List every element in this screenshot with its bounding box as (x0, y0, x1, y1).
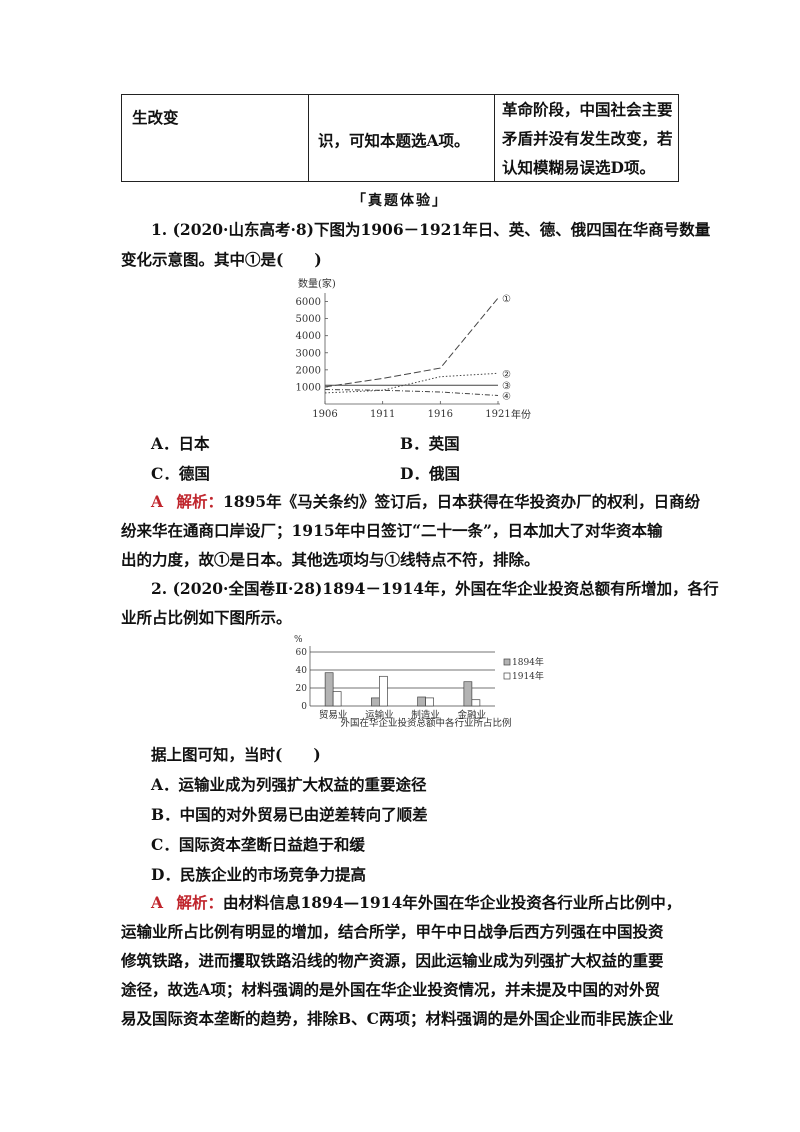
q1-analysis-line: 出的力度，故①是日本。其他选项均与①线特点不符，排除。 (121, 550, 540, 569)
chart1-series-4-label: ④ (502, 391, 511, 402)
chart1-series-4-line (324, 389, 499, 396)
q1-option-a: A．日本 (151, 434, 210, 453)
table-divider (308, 95, 309, 181)
q2-analysis-line: 途径，故选A项；材料强调的是外国在华企业投资情况，并未提及中国的对外贸 (121, 980, 661, 999)
chart2-bar (332, 691, 342, 707)
table-cell-col1: 生改变 (132, 108, 179, 127)
q1-option-d: D．俄国 (400, 464, 460, 483)
chart1-y-tick-label: 2000 (296, 365, 321, 376)
section-title: 「真题体验」 (352, 193, 448, 209)
chart2-y-tick-label: 40 (296, 666, 308, 676)
chart1-y-tick-label: 4000 (296, 331, 321, 342)
chart1-series-3-label: ③ (502, 381, 511, 392)
q1-option-b: B．英国 (400, 434, 460, 453)
chart2-ylabel: % (294, 635, 303, 645)
table-cell-col2: 识，可知本题选A项。 (318, 131, 470, 150)
chart2-y-tick-label: 20 (296, 684, 308, 694)
table-divider (494, 95, 495, 181)
q2-answer: A (151, 893, 164, 912)
table-cell-col3-line: 认知模糊易误选D项。 (502, 158, 655, 177)
q2-analysis-line: 易及国际资本垄断的趋势，排除B、C两项；材料强调的是外国企业而非民族企业 (121, 1009, 674, 1028)
chart2-category-label: 制造业 (411, 709, 440, 721)
q2-stem-line: 2. (2020·全国卷Ⅱ·28)1894－1914年，外国在华企业投资总额有所… (151, 579, 719, 598)
q1-answer: A (151, 492, 164, 511)
chart1-x-tick-label: 1921 (485, 409, 510, 420)
chart1-series-1-line (324, 297, 499, 388)
chart1-x-tick-label: 1916 (428, 409, 453, 420)
chart2-bar (371, 697, 380, 707)
q2-analysis-line: 运输业所占比例有明显的增加，结合所学，甲午中日战争后西方列强在中国投资 (121, 922, 664, 941)
q2-question: 据上图可知，当时( ) (151, 745, 321, 764)
chart1-y-tick-label: 1000 (296, 382, 321, 393)
q1-analysis-text: 1895年《马关条约》签订后，日本获得在华投资办厂的权利，日商纷 (222, 492, 701, 511)
q2-option-d: D．民族企业的市场竞争力提高 (151, 865, 366, 884)
chart2-bar (324, 672, 334, 707)
chart1-ylabel: 数量(家) (298, 277, 336, 290)
chart2-title: 外国在华企业投资总额中各行业所占比例 (340, 717, 511, 729)
chart1-y-tick-label: 6000 (296, 297, 321, 308)
chart2-y-tick-label: 0 (301, 702, 307, 712)
chart1-x-tick-label: 1911 (370, 409, 395, 420)
chart1-y-tick-label: 3000 (296, 348, 321, 359)
chart2-bar-chart: % 0 20 40 60 贸易业 运输业 制造业 金融业 1894年 1914年 外国在华企业… (294, 635, 544, 729)
q1-analysis-line-1: A 解析：1895年《马关条约》签订后，日本获得在华投资办厂的权利，日商纷 (151, 492, 700, 512)
chart2-bar (425, 697, 434, 707)
chart2-bar (471, 699, 481, 707)
chart2-y-tick-label: 60 (296, 648, 308, 658)
q2-stem-line: 业所占比例如下图所示。 (121, 608, 292, 627)
chart1-series-2-label: ② (502, 369, 511, 380)
table-cell-col3-line: 革命阶段，中国社会主要 (502, 100, 673, 119)
table-cell-col3-line: 矛盾并没有发生改变，若 (502, 129, 673, 148)
chart2-category-label: 运输业 (365, 709, 394, 721)
chart2-legend-label: 1914年 (512, 670, 544, 682)
chart2-bar (463, 681, 473, 707)
q1-stem-line: 变化示意图。其中①是( ) (121, 250, 322, 269)
q1-option-c: C．德国 (151, 464, 210, 483)
chart2-bar (417, 696, 426, 707)
chart2-category-label: 贸易业 (319, 709, 348, 721)
chart2-legend-swatch (503, 672, 511, 680)
q2-analysis-line: 修筑铁路，进而攫取铁路沿线的物产资源，因此运输业成为列强扩大权益的重要 (121, 951, 664, 970)
chart1-line-chart: 数量(家) 1000 2000 3000 4000 5000 6000 1906 1911 1… (296, 277, 531, 421)
q1-analysis-line: 纷来华在通商口岸设厂；1915年中日签订“二十一条”，日本加大了对华资本输 (121, 521, 663, 540)
chart1-xlabel: 年份 (511, 408, 531, 421)
chart2-bar (379, 675, 388, 707)
q1-analysis-label: 解析： (176, 492, 223, 511)
q2-analysis-text: 由材料信息1894—1914年外国在华企业投资各行业所占比例中， (222, 893, 682, 912)
chart2-category-label: 金融业 (458, 709, 487, 721)
q2-option-b: B．中国的对外贸易已由逆差转向了顺差 (151, 805, 428, 824)
q1-stem-line: 1. (2020·山东高考·8)下图为1906－1921年日、英、德、俄四国在华… (151, 220, 711, 239)
continuation-table: 生改变 识，可知本题选A项。 革命阶段，中国社会主要 矛盾并没有发生改变，若 认… (121, 94, 679, 182)
q2-option-c: C．国际资本垄断日益趋于和缓 (151, 835, 365, 854)
chart1-x-tick-label: 1906 (312, 409, 337, 420)
q2-option-a: A．运输业成为列强扩大权益的重要途径 (151, 775, 427, 794)
chart2-legend-label: 1894年 (512, 656, 544, 668)
chart1-series-2-line (324, 372, 499, 394)
chart1-y-tick-label: 5000 (296, 314, 321, 325)
q2-analysis-label: 解析： (176, 893, 223, 912)
chart2-legend-swatch (503, 658, 511, 666)
chart1-series-1-label: ① (502, 294, 511, 305)
q2-analysis-line-1: A 解析：由材料信息1894—1914年外国在华企业投资各行业所占比例中， (151, 893, 681, 913)
